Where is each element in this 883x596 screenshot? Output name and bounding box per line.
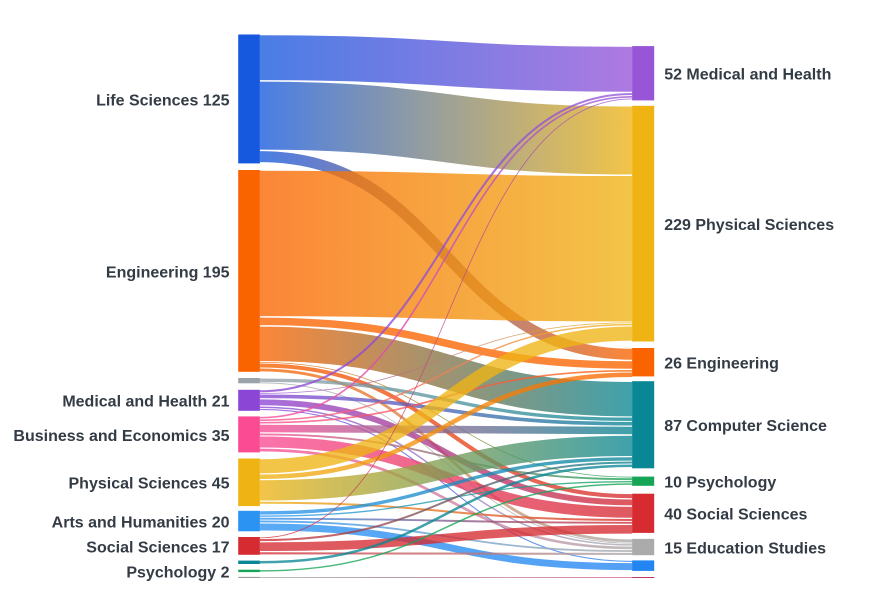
svg-text:15 Education Studies: 15 Education Studies xyxy=(664,540,826,557)
svg-text:Life Sciences 125: Life Sciences 125 xyxy=(96,92,230,109)
svg-text:26 Engineering: 26 Engineering xyxy=(664,356,779,373)
svg-text:Physical Sciences 45: Physical Sciences 45 xyxy=(69,476,230,493)
svg-text:52 Medical and Health: 52 Medical and Health xyxy=(664,67,831,84)
svg-text:87 Computer Science: 87 Computer Science xyxy=(664,418,827,435)
svg-text:40 Social Sciences: 40 Social Sciences xyxy=(664,507,807,524)
svg-text:Engineering 195: Engineering 195 xyxy=(106,264,230,281)
svg-text:Psychology 2: Psychology 2 xyxy=(126,564,229,581)
svg-text:Medical and Health 21: Medical and Health 21 xyxy=(62,394,229,411)
svg-text:Social Sciences 17: Social Sciences 17 xyxy=(86,539,229,556)
svg-text:10 Psychology: 10 Psychology xyxy=(664,475,776,492)
svg-text:229 Physical Sciences: 229 Physical Sciences xyxy=(664,217,834,234)
svg-text:Business and Economics 35: Business and Economics 35 xyxy=(13,428,229,445)
svg-text:Arts and Humanities 20: Arts and Humanities 20 xyxy=(52,514,230,531)
